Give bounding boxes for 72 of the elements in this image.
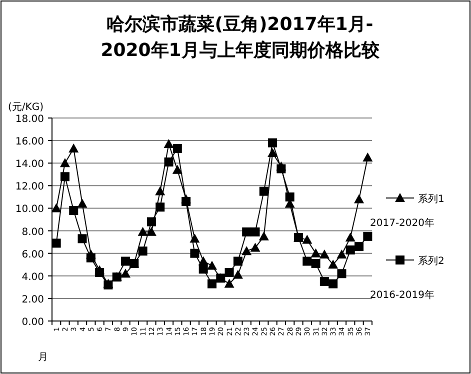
point [285, 192, 294, 202]
annotation: 2016-2019年 [370, 289, 435, 301]
y-tick-label: 18.00 [15, 114, 44, 125]
point [164, 157, 174, 166]
point [224, 268, 234, 278]
legend-label: 系列1 [418, 193, 444, 205]
point [190, 248, 200, 258]
point [138, 226, 148, 236]
point [146, 217, 156, 226]
point [319, 249, 330, 258]
point [337, 269, 346, 278]
point [345, 232, 356, 242]
point [242, 227, 252, 236]
point [77, 198, 88, 208]
point [146, 226, 156, 236]
y-tick-label: 8.00 [22, 226, 44, 238]
point [172, 164, 182, 174]
legend-label: 系列2 [418, 255, 444, 267]
y-tick-label: 16.00 [15, 136, 44, 148]
point [354, 194, 364, 204]
point [328, 260, 338, 269]
point [259, 186, 268, 196]
point [233, 256, 242, 266]
y-tick-label: 14.00 [15, 159, 44, 170]
point [302, 256, 312, 266]
point [224, 278, 234, 288]
y-tick-label: 4.00 [22, 272, 44, 283]
point [208, 279, 216, 288]
point [310, 248, 321, 258]
point [328, 279, 338, 288]
point [258, 231, 269, 240]
point [250, 242, 260, 252]
point [95, 268, 104, 278]
point [51, 203, 62, 212]
y-tick-label: 0.00 [22, 317, 44, 328]
point [69, 206, 78, 215]
y-tick-label: 2.00 [22, 294, 44, 306]
point [172, 144, 182, 153]
point [311, 258, 320, 268]
point [156, 202, 165, 212]
point [363, 232, 372, 241]
y-tick-label: 10.00 [15, 204, 44, 216]
x-axis-title: 月 [38, 352, 48, 363]
point [60, 158, 70, 168]
y-axis-title: (元/KG) [8, 102, 44, 113]
chart-title: 哈尔滨市蔬菜(豆角)2017年1月-2020年1月与上年度同期价格比较 [100, 14, 380, 61]
point [52, 238, 61, 248]
point [138, 246, 148, 256]
point [232, 270, 243, 279]
point [155, 186, 166, 196]
point [346, 245, 355, 254]
annotation: 2017-2020年 [370, 217, 435, 229]
point [60, 172, 70, 182]
point [164, 138, 174, 148]
point [354, 242, 364, 252]
point [78, 234, 87, 244]
point [68, 143, 79, 152]
point [86, 253, 96, 262]
point [336, 249, 347, 258]
point [320, 277, 329, 286]
point [198, 264, 208, 274]
point [207, 260, 217, 270]
point [121, 256, 130, 266]
point [242, 246, 252, 256]
point [120, 268, 131, 278]
y-tick-label: 12.00 [15, 182, 44, 193]
y-tick-label: 6.00 [22, 249, 44, 260]
point [250, 227, 260, 236]
point [276, 164, 286, 174]
point [362, 152, 373, 162]
point [268, 138, 278, 148]
point [302, 234, 312, 244]
